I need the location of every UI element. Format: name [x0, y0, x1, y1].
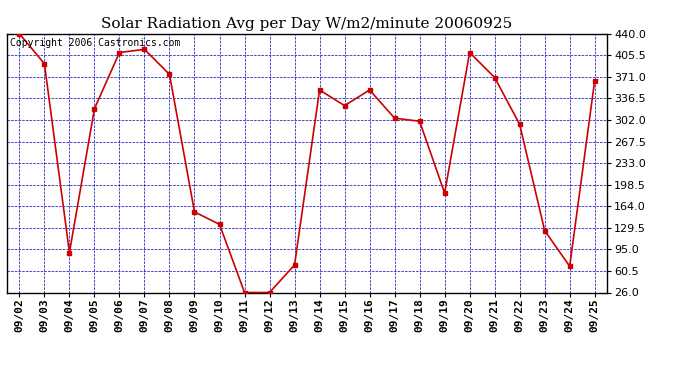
Title: Solar Radiation Avg per Day W/m2/minute 20060925: Solar Radiation Avg per Day W/m2/minute … [101, 17, 513, 31]
Text: Copyright 2006 Castronics.com: Copyright 2006 Castronics.com [10, 38, 180, 48]
